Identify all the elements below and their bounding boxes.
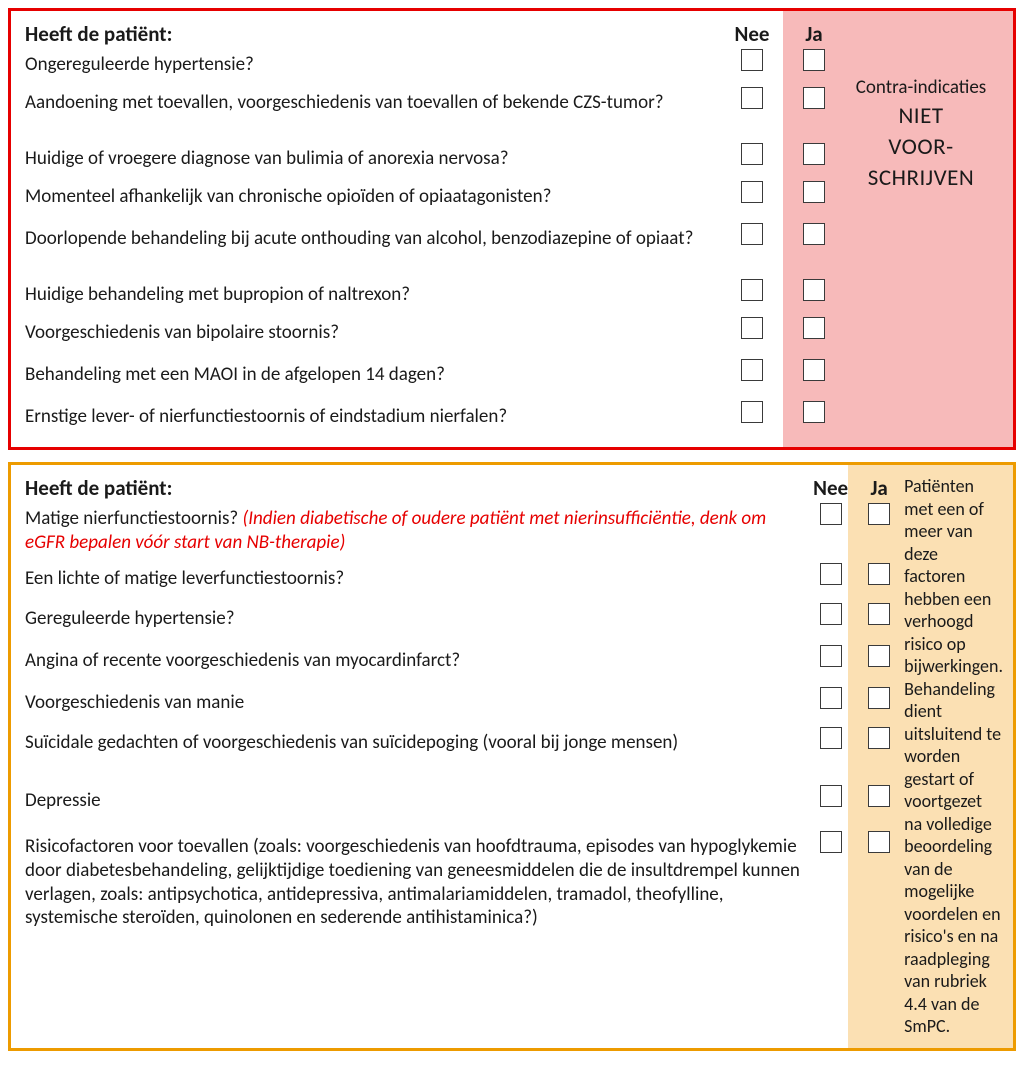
question-row: Gereguleerde hypertensie? [25, 607, 807, 643]
question-text: Momenteel afhankelijk van chronische opi… [25, 185, 715, 209]
ja-checkbox[interactable] [868, 831, 890, 853]
question-list: Matige nierfunctiestoornis? (Indien diab… [25, 507, 807, 971]
ja-checkbox[interactable] [803, 49, 825, 71]
nee-checkbox-list [721, 47, 783, 431]
contraindication-warning: Contra-indicaties NIET VOOR- SCHRIJVEN [835, 21, 1003, 194]
nee-header: Nee [721, 21, 783, 47]
ja-checkbox[interactable] [868, 645, 890, 667]
question-row: Depressie [25, 789, 807, 829]
question-row: Voorgeschiedenis van manie [25, 691, 807, 725]
ja-checkbox[interactable] [803, 87, 825, 109]
ja-checkbox[interactable] [868, 563, 890, 585]
question-note: (Indien diabetische of oudere patiënt me… [25, 507, 766, 554]
question-text: Huidige behandeling met bupropion of nal… [25, 283, 715, 307]
nee-column: Nee [721, 11, 783, 447]
riskfactor-advice: Patiënten met een of meer van deze facto… [900, 475, 1003, 1038]
questions-column: Heeft de patiënt: Ongereguleerde hyperte… [11, 11, 721, 447]
question-row: Angina of recente voorgeschiedenis van m… [25, 649, 807, 685]
contra-line-4: SCHRIJVEN [839, 163, 1003, 194]
question-text: Ongereguleerde hypertensie? [25, 53, 715, 77]
question-text: Suïcidale gedachten of voorgeschiedenis … [25, 731, 807, 755]
question-text: Een lichte of matige leverfunctiestoorni… [25, 567, 807, 591]
questions-column: Heeft de patiënt: Matige nierfunctiestoo… [11, 465, 813, 1048]
ja-checkbox[interactable] [868, 687, 890, 709]
question-row: Voorgeschiedenis van bipolaire stoornis? [25, 321, 715, 357]
ja-header: Ja [793, 21, 835, 47]
question-row: Suïcidale gedachten of voorgeschiedenis … [25, 731, 807, 783]
ja-checkbox[interactable] [868, 503, 890, 525]
nee-checkbox[interactable] [741, 181, 763, 203]
question-text: Aandoening met toevallen, voorgeschieden… [25, 91, 715, 115]
nee-checkbox[interactable] [741, 143, 763, 165]
nee-checkbox[interactable] [741, 317, 763, 339]
nee-checkbox[interactable] [741, 279, 763, 301]
question-text: Angina of recente voorgeschiedenis van m… [25, 649, 807, 673]
panel-title: Heeft de patiënt: [25, 21, 172, 47]
contra-line-3: VOOR- [839, 132, 1003, 163]
nee-header: Nee [813, 475, 848, 501]
nee-checkbox[interactable] [741, 49, 763, 71]
ja-checkbox[interactable] [868, 785, 890, 807]
contra-line-2: NIET [839, 101, 1003, 132]
question-text: Gereguleerde hypertensie? [25, 607, 807, 631]
question-row: Huidige behandeling met bupropion of nal… [25, 283, 715, 315]
question-row: Momenteel afhankelijk van chronische opi… [25, 185, 715, 221]
question-text: Voorgeschiedenis van bipolaire stoornis? [25, 321, 715, 345]
question-text: Behandeling met een MAOI in de afgelopen… [25, 363, 715, 387]
nee-checkbox[interactable] [820, 503, 842, 525]
ja-checkbox[interactable] [803, 401, 825, 423]
nee-column: Nee [813, 465, 848, 1048]
nee-checkbox[interactable] [741, 359, 763, 381]
nee-checkbox[interactable] [820, 831, 842, 853]
question-row: Behandeling met een MAOI in de afgelopen… [25, 363, 715, 399]
contraindications-panel: Heeft de patiënt: Ongereguleerde hyperte… [8, 8, 1016, 450]
ja-checkbox[interactable] [803, 317, 825, 339]
contra-line-1: Contra-indicaties [839, 75, 1003, 101]
question-row: Doorlopende behandeling bij acute onthou… [25, 227, 715, 277]
nee-checkbox[interactable] [820, 645, 842, 667]
ja-column: Ja Patiënten met een of meer van deze fa… [848, 465, 1013, 1048]
question-list: Ongereguleerde hypertensie? Aandoening me… [25, 53, 715, 437]
question-row: Ongereguleerde hypertensie? [25, 53, 715, 85]
riskfactors-panel: Heeft de patiënt: Matige nierfunctiestoo… [8, 462, 1016, 1051]
question-text: Huidige of vroegere diagnose van bulimia… [25, 147, 715, 171]
question-row: Een lichte of matige leverfunctiestoorni… [25, 567, 807, 601]
question-row: Matige nierfunctiestoornis? (Indien diab… [25, 507, 807, 561]
ja-checkbox[interactable] [803, 143, 825, 165]
panel-title: Heeft de patiënt: [25, 475, 172, 501]
question-text: Voorgeschiedenis van manie [25, 691, 807, 715]
question-text: Matige nierfunctiestoornis? (Indien diab… [25, 507, 807, 555]
question-row: Aandoening met toevallen, voorgeschieden… [25, 91, 715, 141]
ja-checkbox-list [858, 501, 900, 965]
nee-checkbox[interactable] [820, 563, 842, 585]
nee-checkbox-list [813, 501, 848, 965]
ja-header: Ja [858, 475, 900, 501]
question-text: Depressie [25, 789, 807, 813]
nee-checkbox[interactable] [741, 87, 763, 109]
question-row: Huidige of vroegere diagnose van bulimia… [25, 147, 715, 179]
question-row: Risicofactoren voor toevallen (zoals: vo… [25, 835, 807, 971]
ja-column: Ja Contra-indicaties NIET VOOR- SCHRIJVE… [783, 11, 1013, 447]
ja-checkbox[interactable] [803, 279, 825, 301]
nee-checkbox[interactable] [741, 401, 763, 423]
nee-checkbox[interactable] [741, 223, 763, 245]
question-text: Ernstige lever- of nierfunctiestoornis o… [25, 405, 715, 429]
question-text: Doorlopende behandeling bij acute onthou… [25, 227, 715, 251]
nee-checkbox[interactable] [820, 727, 842, 749]
nee-checkbox[interactable] [820, 603, 842, 625]
ja-checkbox[interactable] [868, 603, 890, 625]
ja-checkbox[interactable] [868, 727, 890, 749]
question-row: Ernstige lever- of nierfunctiestoornis o… [25, 405, 715, 437]
nee-checkbox[interactable] [820, 687, 842, 709]
ja-checkbox[interactable] [803, 359, 825, 381]
ja-checkbox[interactable] [803, 181, 825, 203]
nee-checkbox[interactable] [820, 785, 842, 807]
question-text: Risicofactoren voor toevallen (zoals: vo… [25, 835, 807, 930]
ja-checkbox[interactable] [803, 223, 825, 245]
ja-checkbox-list [793, 47, 835, 431]
